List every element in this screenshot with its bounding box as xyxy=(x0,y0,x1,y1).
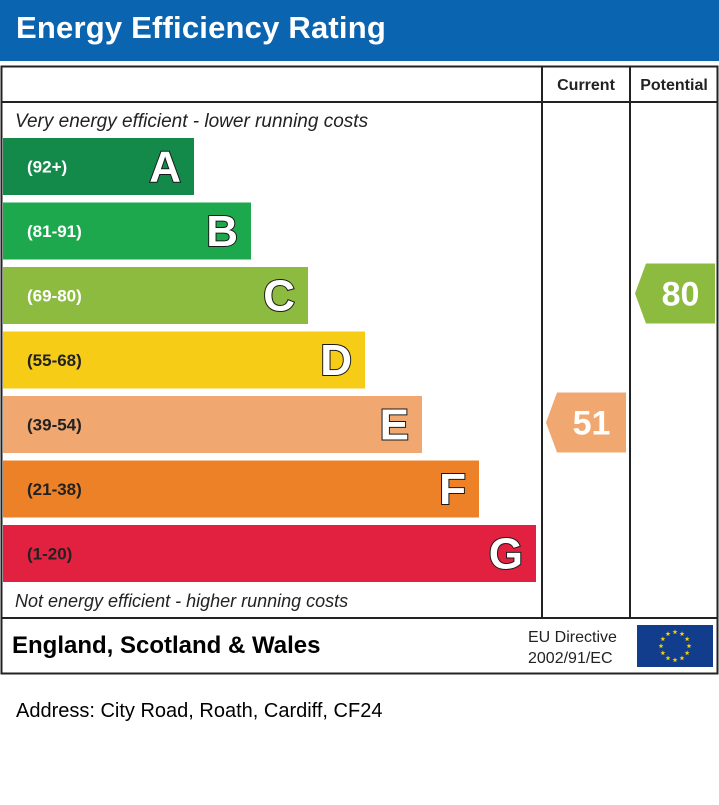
directive-line-2: 2002/91/EC xyxy=(528,650,613,667)
band-letter-g: G xyxy=(489,530,523,579)
eu-star xyxy=(684,636,690,642)
band-f: (21-38) F xyxy=(3,460,479,518)
band-bar-b xyxy=(3,202,251,260)
directive-line-1: EU Directive xyxy=(528,629,617,646)
current-rating: 51 xyxy=(546,392,626,453)
rating-bands: (92+) A (81-91) B (69-80) C (55-68) D (39-54) E (2… xyxy=(3,138,536,582)
band-c: (69-80) C xyxy=(3,267,308,324)
eu-star xyxy=(684,650,690,656)
eu-star xyxy=(660,636,666,642)
header-bar: Energy Efficiency Rating xyxy=(0,0,719,61)
page-title: Energy Efficiency Rating xyxy=(16,10,387,45)
band-range-e: (39-54) xyxy=(27,416,82,435)
eu-flag-icon xyxy=(637,625,713,667)
band-bar-g xyxy=(3,525,536,582)
band-bar-a xyxy=(3,138,194,195)
eu-star xyxy=(660,650,666,656)
band-bar-f xyxy=(3,460,479,518)
bottom-note: Not energy efficient - higher running co… xyxy=(15,591,348,611)
band-range-c: (69-80) xyxy=(27,287,82,306)
band-range-f: (21-38) xyxy=(27,480,82,499)
band-range-g: (1-20) xyxy=(27,545,72,564)
band-range-d: (55-68) xyxy=(27,351,82,370)
band-letter-b: B xyxy=(206,207,238,256)
chart-frame xyxy=(0,65,719,675)
eu-star xyxy=(665,631,671,636)
current-column-header: Current xyxy=(557,77,615,94)
eu-star xyxy=(658,643,664,649)
potential-rating-arrow xyxy=(635,263,715,324)
band-letter-a: A xyxy=(149,143,181,192)
current-rating-value: 51 xyxy=(573,405,611,443)
eu-star xyxy=(686,643,692,649)
address-text: Address: City Road, Roath, Cardiff, CF24 xyxy=(16,700,383,722)
band-bar-e xyxy=(3,396,422,453)
band-d: (55-68) D xyxy=(3,331,365,389)
eu-star xyxy=(679,631,685,636)
band-g: (1-20) G xyxy=(3,525,536,582)
band-e: (39-54) E xyxy=(3,396,422,453)
top-note: Very energy efficient - lower running co… xyxy=(15,111,369,132)
rating-indicators: 51 80 xyxy=(546,263,715,453)
band-letter-f: F xyxy=(439,465,466,514)
band-bar-c xyxy=(3,267,308,324)
potential-rating-value: 80 xyxy=(662,276,700,314)
eu-star xyxy=(672,629,678,635)
band-bar-d xyxy=(3,331,365,389)
band-range-a: (92+) xyxy=(27,158,67,177)
potential-column-header: Potential xyxy=(640,77,708,94)
band-range-b: (81-91) xyxy=(27,222,82,241)
eu-star xyxy=(679,655,685,661)
region-label: England, Scotland & Wales xyxy=(12,632,320,659)
band-letter-d: D xyxy=(320,336,352,385)
band-letter-e: E xyxy=(380,401,409,450)
eu-star xyxy=(672,657,678,663)
band-a: (92+) A xyxy=(3,138,194,195)
current-rating-arrow xyxy=(546,392,626,453)
eu-star xyxy=(665,655,671,661)
band-b: (81-91) B xyxy=(3,202,251,260)
potential-rating: 80 xyxy=(635,263,715,324)
band-letter-c: C xyxy=(263,272,295,321)
